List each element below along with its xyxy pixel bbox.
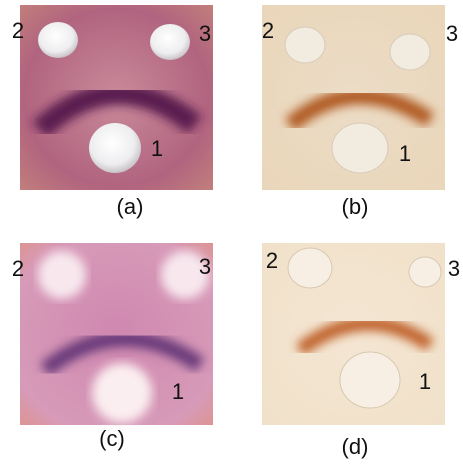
well [150,24,190,60]
panel-b: 2 3 1 (b) [262,5,458,219]
marker: 1 [151,136,163,161]
caption: (b) [342,194,369,219]
marker: 1 [399,141,411,166]
marker: 2 [262,18,274,43]
marker: 3 [448,256,460,281]
figure: 2 3 1 (a) 2 3 1 (b) 2 3 1 (c) 2 3 1 (d) [0,0,463,465]
marker: 1 [419,369,431,394]
well [409,257,441,287]
well [38,22,78,58]
well [332,123,388,173]
marker: 1 [172,379,184,404]
panel-d: 2 3 1 (d) [262,243,460,459]
well [340,352,400,408]
marker: 2 [12,256,24,281]
marker: 3 [199,254,211,279]
well [285,27,325,63]
well [92,363,152,423]
marker: 2 [266,248,278,273]
caption: (c) [99,426,125,451]
well [288,248,332,288]
well [38,251,86,299]
caption: (d) [342,434,369,459]
well [89,123,141,173]
well [390,34,430,70]
marker: 3 [446,21,458,46]
panel-c: 2 3 1 (c) [12,243,213,451]
marker: 2 [12,18,24,43]
caption: (a) [117,194,144,219]
marker: 3 [199,21,211,46]
panel-a: 2 3 1 (a) [12,5,213,219]
